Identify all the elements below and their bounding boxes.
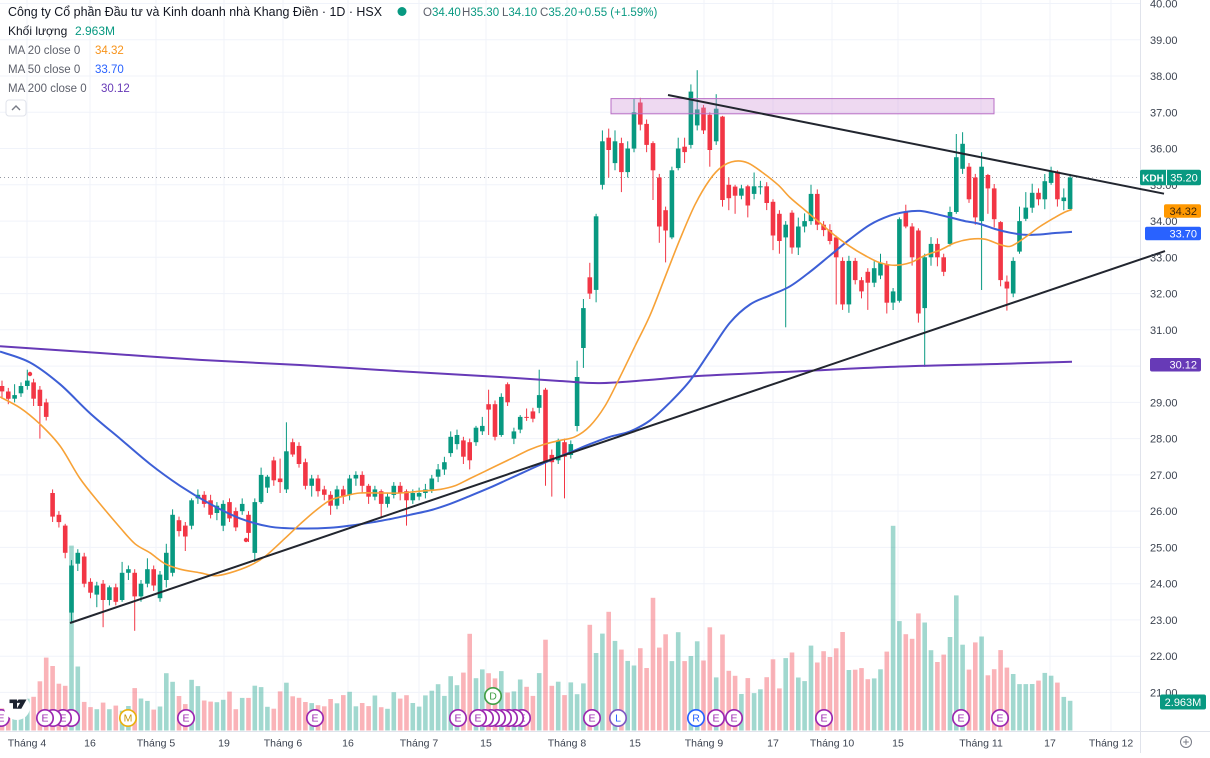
svg-text:16: 16 xyxy=(342,738,354,750)
svg-text:E: E xyxy=(712,713,719,725)
svg-text:33.70: 33.70 xyxy=(95,64,124,76)
svg-text:38.00: 38.00 xyxy=(1150,71,1178,83)
svg-text:E: E xyxy=(0,713,5,725)
svg-text:E: E xyxy=(730,713,737,725)
svg-text:E: E xyxy=(454,713,461,725)
svg-text:28.00: 28.00 xyxy=(1150,434,1178,446)
svg-text:23.00: 23.00 xyxy=(1150,615,1178,627)
svg-text:Khối lượng: Khối lượng xyxy=(8,24,67,38)
svg-text:M: M xyxy=(124,713,133,725)
svg-text:C35.20: C35.20 xyxy=(540,7,577,19)
svg-text:17: 17 xyxy=(767,738,779,750)
svg-text:33.00: 33.00 xyxy=(1150,252,1178,264)
svg-text:26.00: 26.00 xyxy=(1150,506,1178,518)
svg-text:E: E xyxy=(588,713,595,725)
svg-text:L34.10: L34.10 xyxy=(502,7,537,19)
svg-text:24.00: 24.00 xyxy=(1150,579,1178,591)
svg-text:30.12: 30.12 xyxy=(1169,360,1197,372)
svg-text:31.00: 31.00 xyxy=(1150,325,1178,337)
svg-text:Tháng 12: Tháng 12 xyxy=(1089,738,1134,750)
svg-text:Tháng 4: Tháng 4 xyxy=(8,738,47,750)
svg-text:15: 15 xyxy=(480,738,492,750)
svg-text:E: E xyxy=(41,713,48,725)
svg-text:27.00: 27.00 xyxy=(1150,470,1178,482)
svg-text:KDH: KDH xyxy=(1142,173,1164,184)
svg-text:MA 50 close 0: MA 50 close 0 xyxy=(8,64,80,76)
svg-text:Tháng 6: Tháng 6 xyxy=(264,738,303,750)
svg-text:E: E xyxy=(474,713,481,725)
svg-text:33.70: 33.70 xyxy=(1169,228,1197,240)
svg-text:Tháng 11: Tháng 11 xyxy=(959,738,1003,750)
svg-text:E: E xyxy=(182,713,189,725)
svg-text:L: L xyxy=(615,713,621,725)
svg-text:17: 17 xyxy=(1044,738,1056,750)
svg-text:25.00: 25.00 xyxy=(1150,542,1178,554)
svg-text:2.963M: 2.963M xyxy=(1165,697,1202,709)
svg-text:16: 16 xyxy=(84,738,96,750)
svg-text:29.00: 29.00 xyxy=(1150,397,1178,409)
svg-text:34.32: 34.32 xyxy=(1169,206,1197,218)
svg-text:2.963M: 2.963M xyxy=(75,24,115,38)
svg-text:Tháng 9: Tháng 9 xyxy=(685,738,724,750)
svg-text:39.00: 39.00 xyxy=(1150,35,1178,47)
svg-text:19: 19 xyxy=(218,738,230,750)
svg-text:E: E xyxy=(820,713,827,725)
svg-text:30.12: 30.12 xyxy=(101,83,130,95)
svg-text:15: 15 xyxy=(892,738,904,750)
svg-text:E: E xyxy=(996,713,1003,725)
svg-text:Công ty Cổ phần Đầu tư và Kinh: Công ty Cổ phần Đầu tư và Kinh doanh nhà… xyxy=(8,4,382,19)
svg-text:MA 200 close 0: MA 200 close 0 xyxy=(8,83,87,95)
svg-text:22.00: 22.00 xyxy=(1150,651,1178,663)
svg-text:H35.30: H35.30 xyxy=(462,7,499,19)
svg-text:Tháng 5: Tháng 5 xyxy=(137,738,176,750)
svg-text:E: E xyxy=(957,713,964,725)
svg-text:R: R xyxy=(692,713,700,725)
svg-text:Tháng 8: Tháng 8 xyxy=(548,738,587,750)
svg-text:32.00: 32.00 xyxy=(1150,289,1178,301)
svg-text:MA 20 close 0: MA 20 close 0 xyxy=(8,45,80,57)
svg-text:36.00: 36.00 xyxy=(1150,144,1178,156)
svg-text:E: E xyxy=(311,713,318,725)
svg-text:37.00: 37.00 xyxy=(1150,107,1178,119)
svg-text:+0.55 (+1.59%): +0.55 (+1.59%) xyxy=(578,7,657,19)
svg-text:15: 15 xyxy=(629,738,641,750)
svg-text:Tháng 10: Tháng 10 xyxy=(810,738,855,750)
svg-text:34.32: 34.32 xyxy=(95,45,124,57)
svg-text:O34.40: O34.40 xyxy=(423,7,461,19)
svg-text:D: D xyxy=(489,691,497,703)
svg-text:Tháng 7: Tháng 7 xyxy=(400,738,439,750)
svg-text:35.20: 35.20 xyxy=(1170,172,1198,184)
svg-text:40.00: 40.00 xyxy=(1150,0,1178,11)
